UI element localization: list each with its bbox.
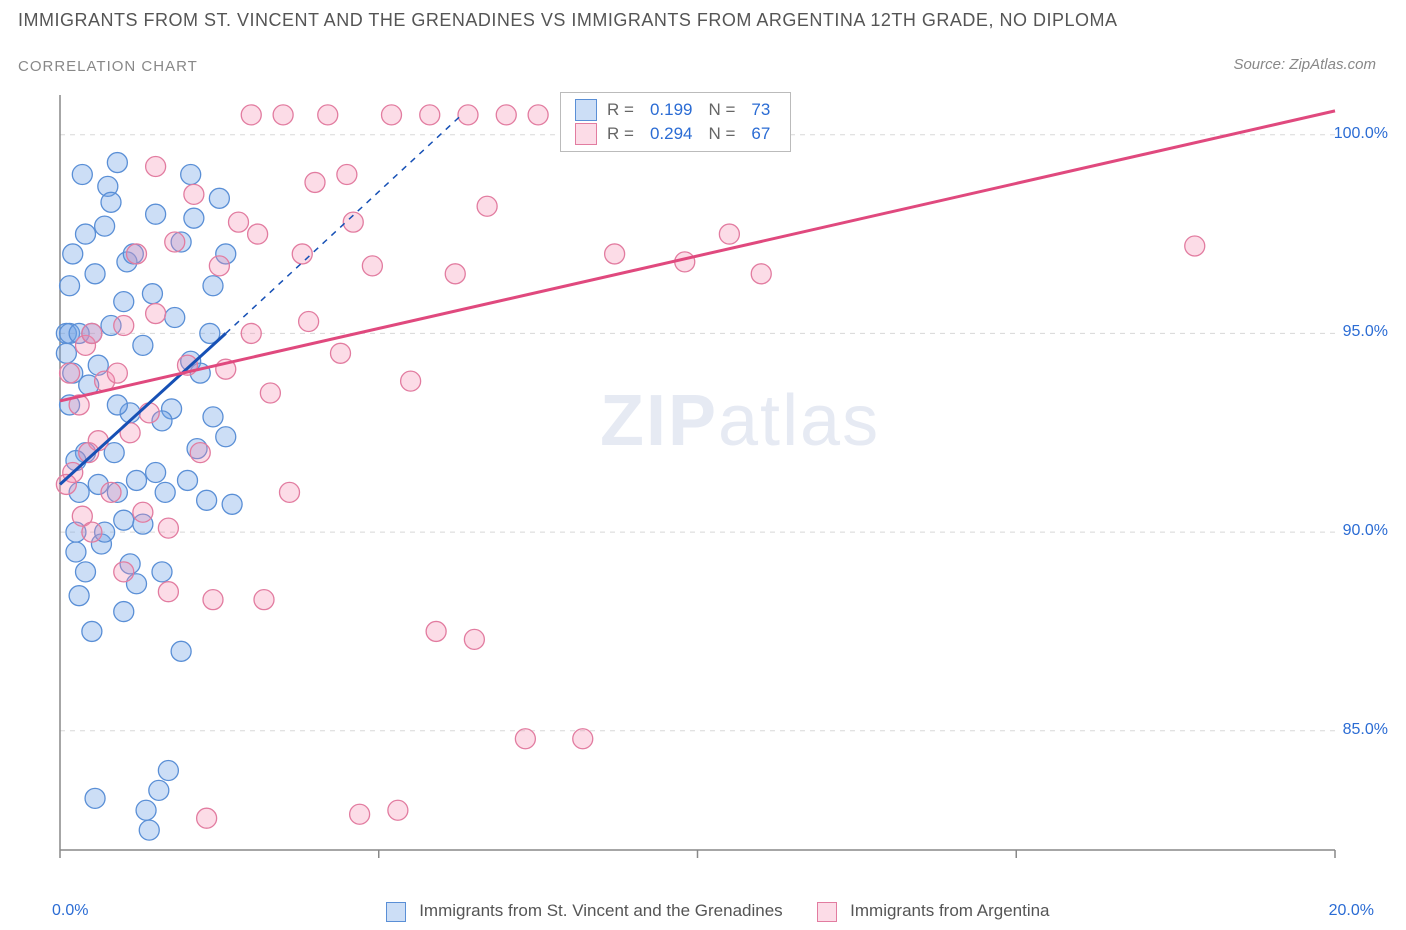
r-value-series1: 0.199 — [650, 100, 693, 120]
n-value-series1: 73 — [751, 100, 770, 120]
y-tick-label: 100.0% — [1334, 125, 1388, 143]
bottom-legend: Immigrants from St. Vincent and the Gren… — [0, 901, 1406, 922]
chart-title: IMMIGRANTS FROM ST. VINCENT AND THE GREN… — [18, 10, 1117, 31]
r-label: R = — [607, 124, 634, 144]
legend-label-series1: Immigrants from St. Vincent and the Gren… — [419, 901, 782, 920]
swatch-bottom-series1 — [386, 902, 406, 922]
legend-row-series2: R = 0.294 N = 67 — [575, 123, 776, 145]
n-label: N = — [708, 100, 735, 120]
y-tick-label: 85.0% — [1343, 721, 1388, 739]
y-tick-label: 95.0% — [1343, 323, 1388, 341]
swatch-bottom-series2 — [817, 902, 837, 922]
r-label: R = — [607, 100, 634, 120]
n-value-series2: 67 — [751, 124, 770, 144]
chart-subtitle: CORRELATION CHART — [18, 58, 198, 75]
n-label: N = — [708, 124, 735, 144]
source-attribution: Source: ZipAtlas.com — [1233, 56, 1376, 73]
r-value-series2: 0.294 — [650, 124, 693, 144]
swatch-series2 — [575, 123, 597, 145]
stats-legend: R = 0.199 N = 73 R = 0.294 N = 67 — [560, 92, 791, 152]
y-tick-label: 90.0% — [1343, 522, 1388, 540]
scatter-plot — [50, 90, 1350, 870]
swatch-series1 — [575, 99, 597, 121]
legend-label-series2: Immigrants from Argentina — [850, 901, 1049, 920]
legend-row-series1: R = 0.199 N = 73 — [575, 99, 776, 121]
